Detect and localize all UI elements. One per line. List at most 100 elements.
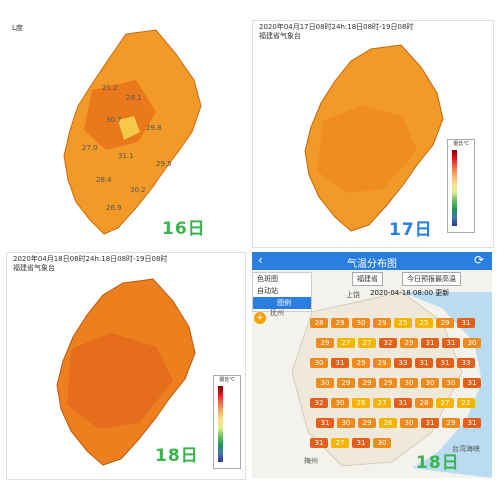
- app-title: 气温分布图: [347, 259, 397, 270]
- temperature-badge[interactable]: 31: [457, 318, 475, 328]
- temperature-badge[interactable]: 33: [457, 358, 475, 368]
- map-panel-16: L度 21.2 28.1 30.7 29.8 27.0 31.1 29.5 28…: [6, 20, 244, 246]
- temperature-badge[interactable]: 30: [316, 378, 334, 388]
- sea-area: [402, 292, 492, 478]
- type-select[interactable]: 今日预报最高温: [402, 272, 461, 286]
- temperature-badge[interactable]: 33: [394, 358, 412, 368]
- temperature-badge[interactable]: 30: [373, 438, 391, 448]
- temp-value: 29.5: [156, 160, 172, 168]
- temperature-badge[interactable]: 32: [379, 338, 397, 348]
- base-map: [291, 291, 492, 478]
- temperature-badge[interactable]: 31: [421, 418, 439, 428]
- temperature-badge[interactable]: 30: [421, 378, 439, 388]
- place-label: 上饶: [346, 291, 360, 299]
- temperature-badge[interactable]: 30: [442, 378, 460, 388]
- map-panel-18: 2020年04月18日08时24h:18日08时-19日08时 福建省气象台 摄…: [6, 252, 246, 480]
- layer-menu: 色斑图 自动站 图例: [252, 272, 312, 312]
- temperature-badge[interactable]: 29: [337, 378, 355, 388]
- add-icon[interactable]: +: [254, 312, 266, 324]
- temperature-badge[interactable]: 29: [352, 358, 370, 368]
- temperature-badge[interactable]: 29: [373, 318, 391, 328]
- layer-item-legend[interactable]: 图例: [253, 297, 311, 309]
- fujian-map-17: [304, 44, 444, 232]
- temperature-badge[interactable]: 25: [394, 318, 412, 328]
- temperature-badge[interactable]: 29: [400, 338, 418, 348]
- color-legend: 摄氏℃: [447, 139, 475, 233]
- temperature-badge[interactable]: 29: [436, 318, 454, 328]
- color-legend: 摄氏℃: [213, 375, 241, 469]
- temperature-badge[interactable]: 32: [310, 398, 328, 408]
- region-select[interactable]: 福建省: [352, 272, 383, 286]
- temperature-badge[interactable]: 27: [373, 398, 391, 408]
- temperature-badge[interactable]: 22: [457, 398, 475, 408]
- temperature-badge[interactable]: 31: [421, 338, 439, 348]
- temperature-badge[interactable]: 31: [352, 438, 370, 448]
- temperature-badge[interactable]: 27: [331, 438, 349, 448]
- temperature-badge[interactable]: 29: [358, 418, 376, 428]
- temperature-badge[interactable]: 31: [436, 358, 454, 368]
- temperature-badge[interactable]: 28: [310, 318, 328, 328]
- layer-item-auto-station[interactable]: 自动站: [257, 287, 278, 295]
- temperature-badge[interactable]: 30: [331, 398, 349, 408]
- place-label: 台湾海峡: [452, 445, 480, 453]
- app-title-bar: ‹ 气温分布图 ⟳: [252, 252, 492, 270]
- place-label: 抚州: [270, 309, 284, 317]
- temperature-badge[interactable]: 26: [352, 398, 370, 408]
- temp-value: 21.2: [102, 84, 118, 92]
- temperature-badge[interactable]: 29: [442, 418, 460, 428]
- panel1-header: L度: [12, 24, 23, 32]
- day-label-16: 16日: [162, 219, 206, 239]
- temperature-badge[interactable]: 31: [463, 378, 481, 388]
- temperature-badge[interactable]: 25: [415, 318, 433, 328]
- layer-item-color-map[interactable]: 色斑图: [257, 275, 278, 283]
- temperature-badge[interactable]: 28: [415, 398, 433, 408]
- app-panel: ‹ 气温分布图 ⟳ 色斑图 自动站 图例 福建省 今日预报最高温 2020-04…: [252, 252, 492, 478]
- day-label-18: 18日: [155, 446, 199, 466]
- temperature-badge[interactable]: 30: [463, 338, 481, 348]
- temperature-badge[interactable]: 30: [400, 378, 418, 388]
- temperature-badge[interactable]: 30: [400, 418, 418, 428]
- temperature-badge[interactable]: 31: [331, 358, 349, 368]
- temperature-badge[interactable]: 27: [358, 338, 376, 348]
- temperature-badge[interactable]: 31: [316, 418, 334, 428]
- panel2-header-line1: 2020年04月17日08时24h:18日08时-19日08时: [259, 23, 414, 31]
- refresh-icon[interactable]: ⟳: [473, 253, 484, 267]
- panel3-header-line1: 2020年04月18日08时24h:18日08时-19日08时: [13, 255, 168, 263]
- temp-value: 30.7: [106, 116, 122, 124]
- temperature-badge[interactable]: 31: [394, 398, 412, 408]
- temperature-badge[interactable]: 30: [310, 358, 328, 368]
- fujian-map-16: [63, 29, 202, 235]
- temperature-badge[interactable]: 29: [379, 378, 397, 388]
- temp-value: 26.9: [106, 204, 122, 212]
- temperature-badge[interactable]: 27: [337, 338, 355, 348]
- fujian-map-18: [56, 278, 196, 466]
- temp-value: 29.8: [146, 124, 162, 132]
- temperature-badge[interactable]: 31: [442, 338, 460, 348]
- panel3-header-line2: 福建省气象台: [13, 264, 55, 272]
- temperature-badge[interactable]: 30: [352, 318, 370, 328]
- temp-value: 28.4: [96, 176, 112, 184]
- panel2-header-line2: 福建省气象台: [259, 32, 301, 40]
- temperature-badge[interactable]: 31: [310, 438, 328, 448]
- temperature-badge[interactable]: 31: [415, 358, 433, 368]
- temp-value: 27.0: [82, 144, 98, 152]
- temperature-badge[interactable]: 29: [373, 358, 391, 368]
- map-panel-17: 2020年04月17日08时24h:18日08时-19日08时 福建省气象台 摄…: [252, 20, 494, 248]
- temperature-badge[interactable]: 31: [463, 418, 481, 428]
- temperature-badge[interactable]: 29: [331, 318, 349, 328]
- temp-value: 28.1: [126, 94, 142, 102]
- temp-value: 31.1: [118, 152, 134, 160]
- update-time: 2020-04-18 08:00 更新: [370, 289, 450, 297]
- day-label-17: 17日: [389, 220, 433, 240]
- legend-bar: [452, 150, 457, 226]
- legend-bar: [218, 386, 223, 462]
- back-icon[interactable]: ‹: [258, 253, 263, 267]
- place-label: 梅州: [304, 457, 318, 465]
- land-area: [291, 291, 463, 467]
- temperature-badge[interactable]: 26: [379, 418, 397, 428]
- legend-title: 摄氏℃: [219, 377, 235, 383]
- temperature-badge[interactable]: 29: [316, 338, 334, 348]
- temperature-badge[interactable]: 29: [358, 378, 376, 388]
- temperature-badge[interactable]: 30: [337, 418, 355, 428]
- temperature-badge[interactable]: 27: [436, 398, 454, 408]
